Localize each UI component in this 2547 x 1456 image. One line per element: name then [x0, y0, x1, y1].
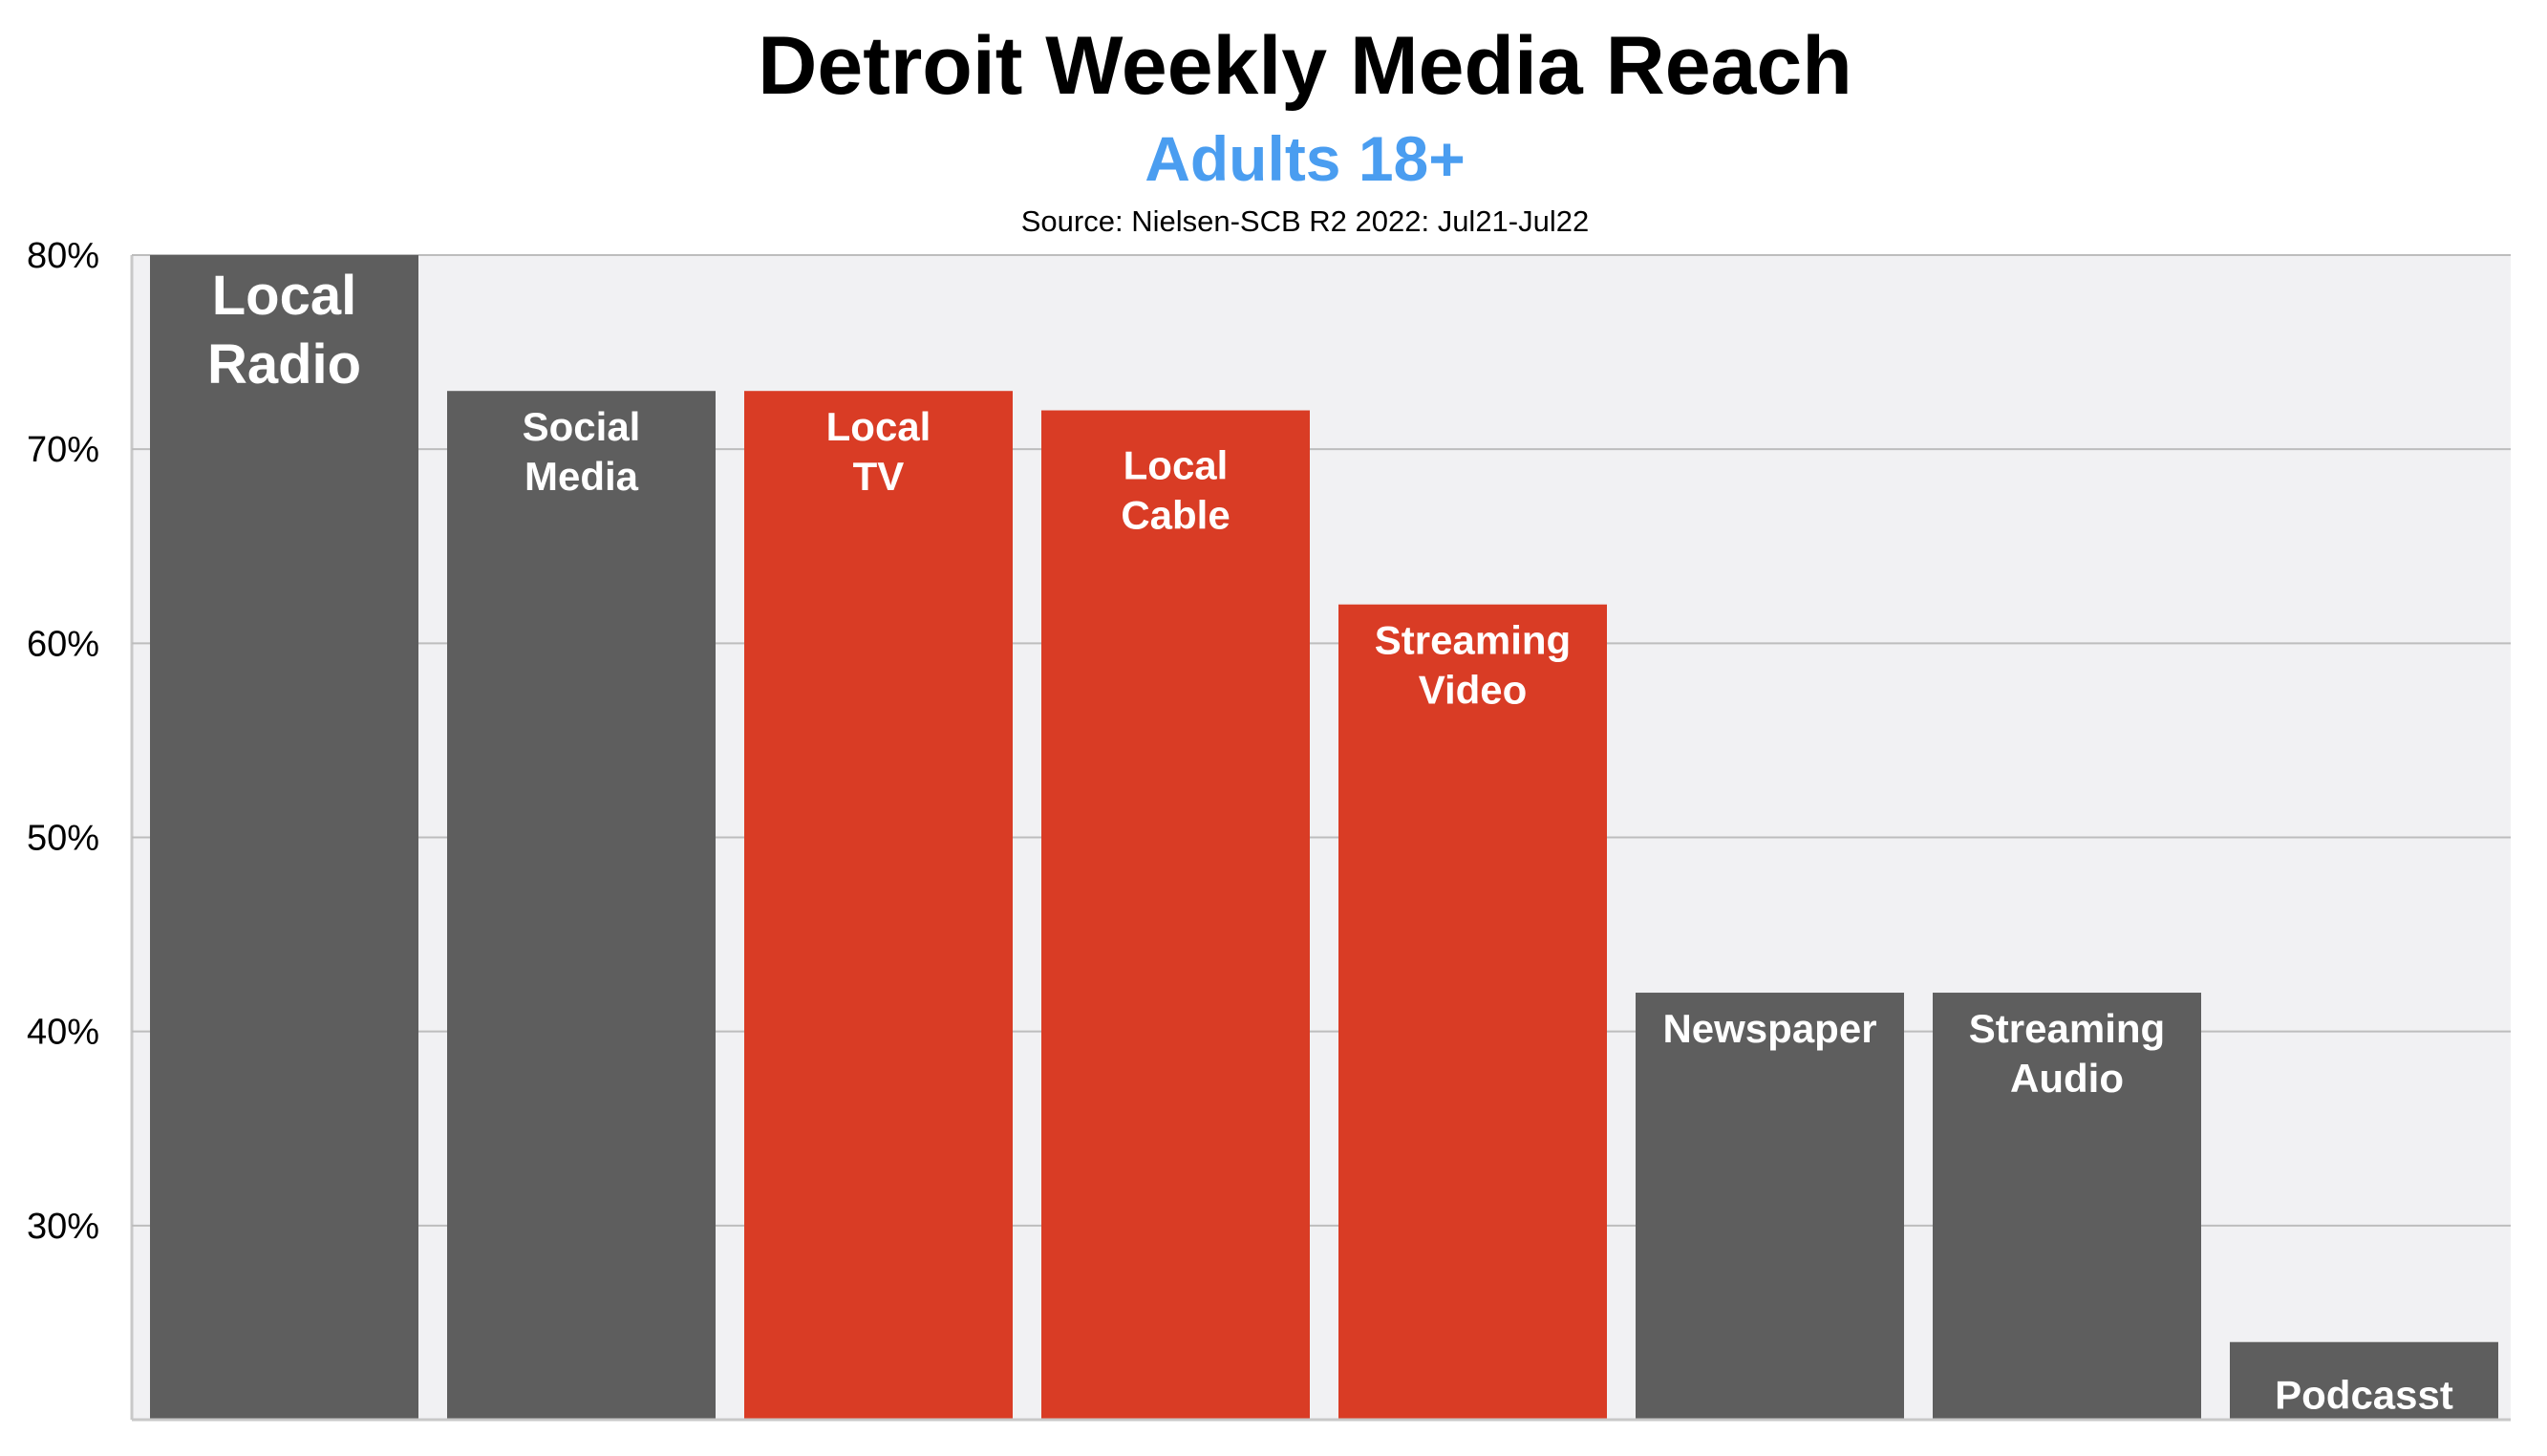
bar [447, 391, 716, 1420]
bar-label-line: Local [826, 404, 931, 449]
bar-label-line: Newspaper [1662, 1006, 1876, 1051]
chart-title: Detroit Weekly Media Reach [758, 20, 1852, 112]
bar [1636, 993, 1904, 1420]
bar [1041, 410, 1310, 1420]
bar-label-line: Streaming [1969, 1006, 2165, 1051]
bar-label: Podcasst [2275, 1373, 2453, 1418]
bar-label: Local Radio [207, 265, 361, 396]
chart-subtitle: Adults 18+ [1145, 123, 1466, 194]
y-tick-label: 70% [27, 430, 99, 470]
bar-label-line: Podcasst [2275, 1373, 2453, 1418]
bar-label: Social Media [523, 404, 641, 499]
y-tick-label: 30% [27, 1207, 99, 1247]
bar-label: Newspaper [1662, 1006, 1876, 1051]
bar-label: Local TV [826, 404, 931, 499]
bar-label-line: Video [1419, 668, 1528, 713]
bar-label-line: Media [524, 454, 639, 499]
bar-label: Local Cable [1121, 443, 1230, 538]
bar-label-line: Streaming [1375, 618, 1571, 663]
y-tick-label: 50% [27, 819, 99, 859]
y-tick-label: 80% [27, 236, 99, 276]
y-tick-label: 40% [27, 1013, 99, 1053]
bar-label-line: Radio [207, 333, 361, 396]
chart-source: Source: Nielsen-SCB R2 2022: Jul21-Jul22 [1020, 204, 1590, 238]
bar-label-line: Social [523, 404, 641, 449]
bar [150, 255, 418, 1420]
bar [744, 391, 1013, 1420]
bar-label-line: Local [1124, 443, 1229, 488]
bar-label-line: Local [212, 265, 357, 327]
bar-label-line: TV [853, 454, 905, 499]
bar-label: Streaming Video [1375, 618, 1571, 713]
bar [2230, 1341, 2498, 1420]
bar [1933, 993, 2201, 1420]
bar-label: Streaming Audio [1969, 1006, 2165, 1101]
bar [1338, 604, 1607, 1420]
bar-label-line: Cable [1121, 493, 1230, 538]
bar-label-line: Audio [2010, 1056, 2124, 1101]
y-tick-label: 60% [27, 624, 99, 664]
